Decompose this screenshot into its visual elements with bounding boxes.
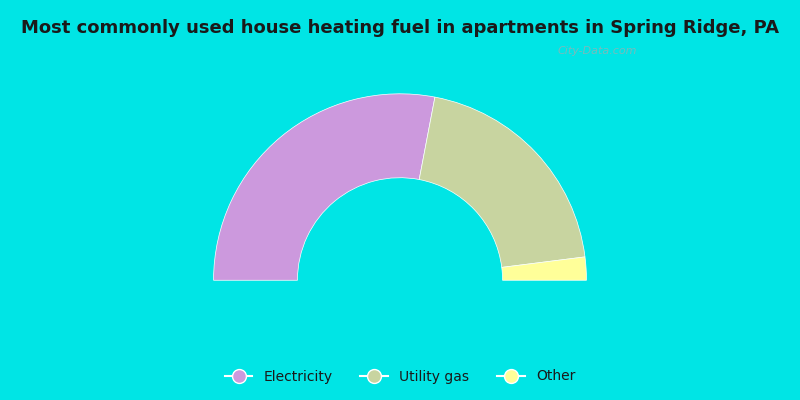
Wedge shape (214, 94, 435, 280)
Text: Most commonly used house heating fuel in apartments in Spring Ridge, PA: Most commonly used house heating fuel in… (21, 19, 779, 37)
Wedge shape (502, 257, 586, 280)
Wedge shape (419, 97, 585, 268)
Legend: Electricity, Utility gas, Other: Electricity, Utility gas, Other (219, 364, 581, 389)
Text: City-Data.com: City-Data.com (558, 46, 637, 56)
